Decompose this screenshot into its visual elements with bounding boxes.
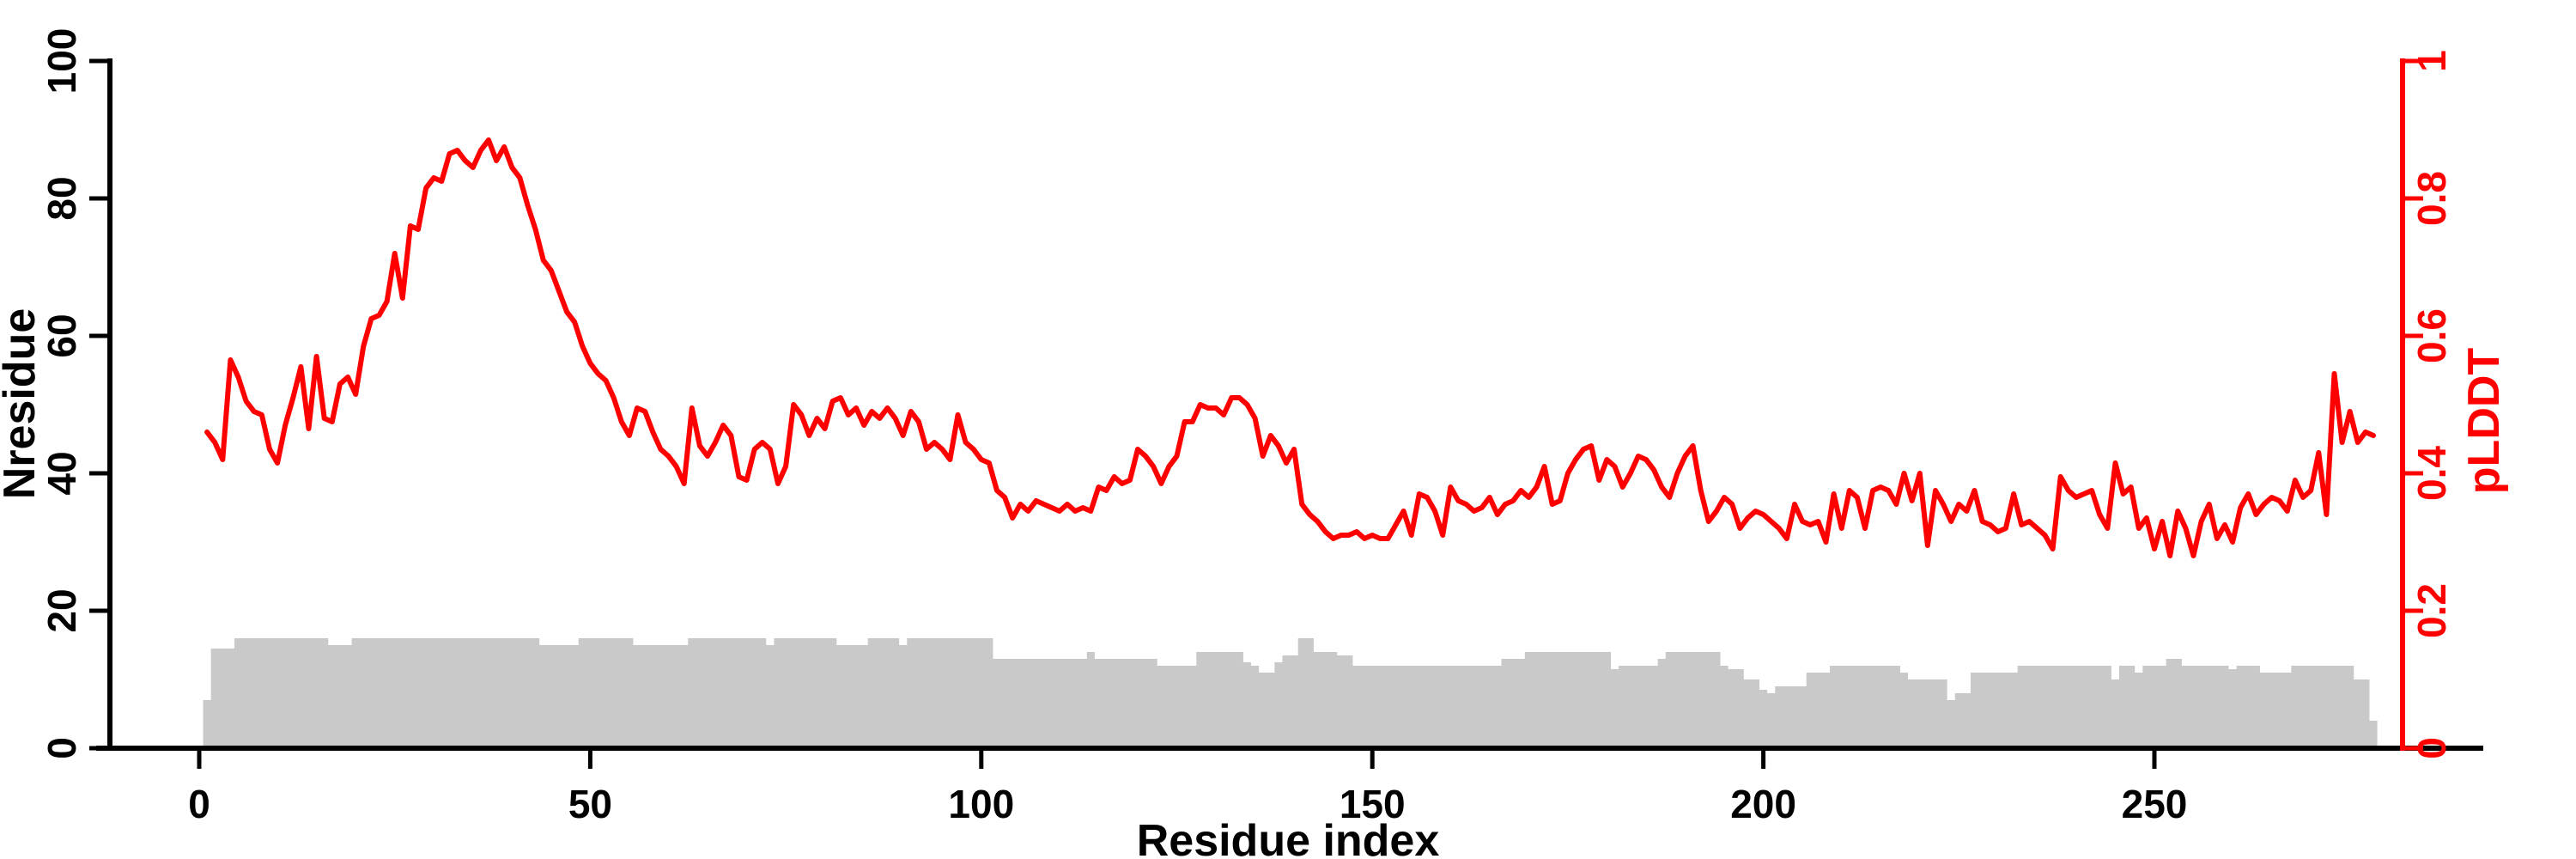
x-axis-tick-label: 250 (2122, 782, 2188, 826)
x-axis-tick-label: 50 (568, 782, 612, 826)
left-axis-title: Nresidue (0, 308, 45, 500)
right-axis: 0 0.2 0.4 0.6 0.8 1 (2400, 50, 2454, 759)
left-axis-tick-label: 20 (39, 588, 84, 632)
right-axis-title: pLDDT (2459, 348, 2509, 495)
left-axis-tick-label: 80 (39, 176, 84, 220)
x-axis-title: Residue index (1137, 816, 1440, 859)
plddt-polyline (204, 137, 2376, 558)
x-axis-tick-label: 0 (188, 782, 210, 826)
right-axis-tick-label: 0.4 (2409, 446, 2454, 501)
left-axis: 0 20 40 60 80 100 (39, 28, 112, 759)
x-axis-tick-label: 100 (948, 782, 1014, 826)
left-axis-tick-label: 60 (39, 314, 84, 357)
right-axis-tick-label: 0 (2409, 737, 2454, 759)
x-axis-tick-label: 150 (1340, 782, 1406, 826)
nresidue-bars (203, 638, 2378, 748)
x-axis-tick-label: 200 (1730, 782, 1796, 826)
nresidue-step-area (203, 638, 2378, 748)
right-axis-tick-label: 0.8 (2409, 171, 2454, 226)
right-axis-tick-label: 1 (2409, 50, 2454, 72)
left-axis-tick-label: 40 (39, 451, 84, 495)
plddt-line (204, 137, 2376, 558)
right-axis-tick-label: 0.6 (2409, 308, 2454, 363)
right-axis-tick-label: 0.2 (2409, 583, 2454, 638)
left-axis-tick-label: 0 (39, 737, 84, 759)
left-axis-tick-label: 100 (39, 28, 84, 94)
bottom-axis: 0 50 100 150 200 250 (96, 746, 2483, 826)
